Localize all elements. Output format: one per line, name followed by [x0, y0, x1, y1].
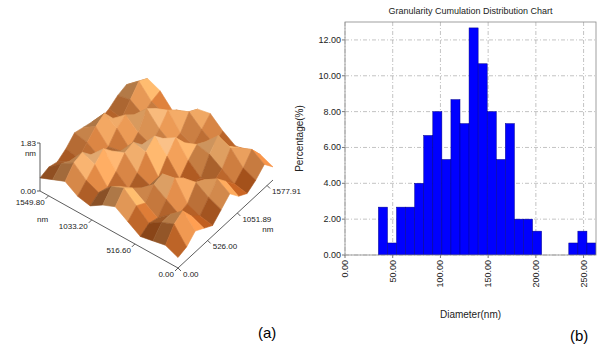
histogram-bar [523, 219, 532, 255]
y-tick [342, 111, 345, 112]
x-tick [488, 255, 489, 258]
figure: 0.00 516.60 1033.20 1549.80 0.00 526.00 1051.8… [0, 0, 601, 349]
x-tick [583, 255, 584, 258]
y-tick [267, 185, 270, 188]
histogram-bar [442, 159, 451, 255]
y-axis-title: nm [262, 225, 273, 234]
panel-label: (a) [258, 324, 276, 341]
x-tick [46, 196, 49, 199]
chart-title: Granularity Cumulation Distribution Char… [388, 6, 553, 16]
x-tick [345, 255, 346, 258]
histogram-bar [469, 28, 478, 255]
y-tick-label: 1051.89 [242, 215, 271, 224]
histogram-bar [424, 135, 433, 255]
x-tick-label: 1549.80 [16, 198, 45, 207]
plot-frame [345, 22, 596, 255]
y-tick [208, 240, 211, 243]
x-grid-line [392, 22, 393, 255]
x-tick-label: 0.00 [340, 260, 350, 278]
y-tick [178, 268, 181, 271]
z-tick-label: 0.00 [20, 187, 36, 196]
y-tick-label: 6.00 [323, 142, 341, 152]
histogram-bar [478, 64, 487, 255]
y-tick [342, 75, 345, 76]
x-tick [440, 255, 441, 258]
surface-mesh [40, 79, 273, 258]
y-tick-label: 2.00 [323, 214, 341, 224]
x-grid-line [535, 22, 536, 255]
histogram-bar [397, 207, 406, 255]
z-tick [37, 143, 40, 144]
histogram-bar [378, 207, 387, 255]
x-tick-label: 100.00 [435, 260, 445, 288]
x-tick-label: 200.00 [531, 260, 541, 288]
y-axis-title: Percentage(%) [294, 105, 305, 172]
y-tick-label: 0.00 [323, 250, 341, 260]
x-tick-label: 250.00 [579, 260, 589, 288]
x-tick-label: 0.00 [158, 270, 174, 279]
histogram-bar [460, 124, 469, 255]
y-tick-label: 526.00 [213, 242, 238, 251]
y-axis-line [178, 180, 273, 268]
y-tick-label: 4.00 [323, 178, 341, 188]
surface-cell [165, 224, 186, 257]
x-axis-title: Diameter(nm) [440, 309, 501, 320]
y-tick [342, 183, 345, 184]
histogram-bar [514, 219, 523, 255]
histogram-bar [415, 183, 424, 255]
y-tick [342, 255, 345, 256]
x-tick-label: 150.00 [483, 260, 493, 288]
z-tick [37, 191, 40, 192]
x-axis-line [40, 191, 178, 268]
histogram-bar [505, 124, 514, 255]
histogram-bar [569, 243, 578, 255]
x-grid-line [583, 22, 584, 255]
y-tick-label: 10.00 [318, 71, 341, 81]
histogram-bar [578, 231, 587, 255]
x-tick-label: 1033.20 [59, 222, 88, 231]
y-tick [342, 39, 345, 40]
histogram-bar [487, 112, 496, 255]
histogram-bar [496, 159, 505, 255]
histogram-bar [587, 243, 596, 255]
z-axis-title: nm [25, 149, 36, 158]
histogram-bar [387, 243, 396, 255]
y-tick-label: 8.00 [323, 107, 341, 117]
histogram-bar [406, 207, 415, 255]
histogram-bar [451, 100, 460, 255]
x-tick-label: 50.00 [388, 260, 398, 283]
y-tick [342, 147, 345, 148]
surface-panel: 0.00 516.60 1033.20 1549.80 0.00 526.00 1051.8… [16, 79, 302, 341]
panel-label: (b) [570, 327, 588, 344]
x-axis-title: nm [37, 215, 48, 224]
y-tick [237, 213, 240, 216]
bars [378, 28, 596, 255]
histogram-bar [533, 231, 542, 255]
x-tick [392, 255, 393, 258]
x-tick [132, 244, 135, 247]
y-tick-label: 0.00 [183, 270, 199, 279]
y-tick-label: 1577.91 [272, 187, 301, 196]
z-tick-label: 1.83 [20, 139, 36, 148]
x-tick [175, 268, 178, 271]
x-tick [535, 255, 536, 258]
x-tick [89, 220, 92, 223]
y-tick [342, 219, 345, 220]
x-tick-label: 516.60 [106, 246, 131, 255]
plot-background [345, 22, 596, 255]
histogram-bar [433, 112, 442, 255]
y-tick-label: 12.00 [318, 35, 341, 45]
histogram-panel: 0.00 2.00 4.00 6.00 8.00 10.00 12.00 0.00 50.00 1… [294, 6, 596, 344]
z-axis-line [40, 143, 41, 191]
